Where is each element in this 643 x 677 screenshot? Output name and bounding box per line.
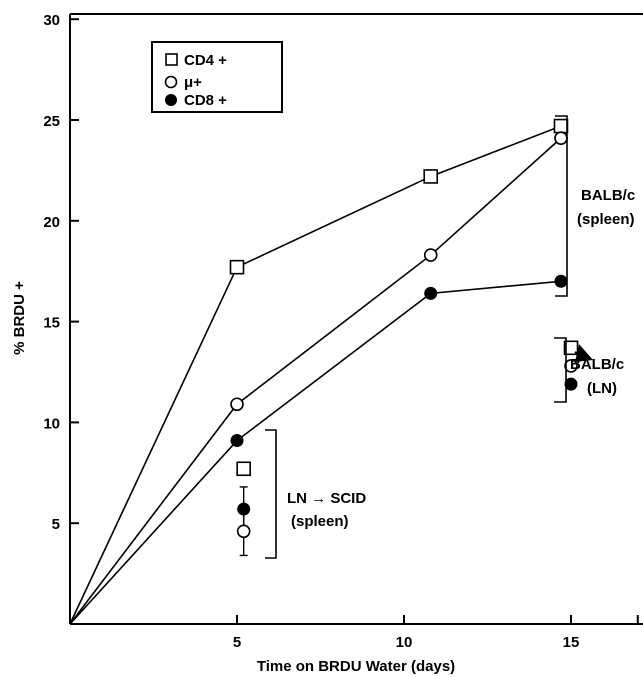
series-line-cd4 [69, 125, 562, 625]
legend-open-circle-icon [164, 75, 178, 89]
balbc-ln-label-line2: (LN) [587, 380, 617, 397]
balbc-ln-group: BALB/c (LN) [554, 337, 624, 403]
y-tick-label: 5 [52, 516, 60, 533]
balbc-ln-arrowhead-icon [575, 344, 593, 362]
group-markers [236, 340, 579, 557]
x-tick-label: 5 [233, 634, 241, 651]
legend-square-icon [165, 53, 178, 66]
balbc-spleen-label-line1: BALB/c [581, 187, 635, 204]
x-tick-label: 10 [396, 634, 413, 651]
data-point-cd4 [423, 169, 439, 184]
data-point-cd4 [553, 118, 569, 134]
group-point-cd4 [563, 340, 579, 356]
ln-scid-label-line1: LN → SCID [287, 490, 366, 507]
data-point-cd8 [554, 274, 568, 288]
legend: CD4 + μ+ CD8 + [151, 41, 283, 113]
x-axis-title: Time on BRDU Water (days) [257, 658, 455, 675]
data-point-mu [230, 397, 244, 412]
y-tick-label: 25 [43, 113, 60, 130]
series-lines [69, 125, 562, 625]
series-line-cd8 [69, 280, 562, 625]
y-tick-label: 15 [43, 315, 60, 332]
group-point-cd8 [564, 377, 578, 391]
legend-frame [151, 41, 283, 113]
y-tick-label: 10 [43, 415, 60, 432]
legend-label-cd4: CD4 + [184, 52, 227, 69]
data-point-cd8 [230, 434, 244, 448]
group-point-mu [236, 524, 251, 539]
series-line-mu [69, 137, 562, 625]
balbc-spleen-bracket [555, 115, 568, 297]
x-tick-label: 15 [563, 634, 580, 651]
legend-label-cd8: CD8 + [184, 92, 227, 109]
legend-filled-circle-icon [165, 94, 177, 106]
ln-scid-bracket [265, 429, 277, 559]
data-point-mu [423, 248, 438, 262]
data-point-cd8 [424, 286, 438, 300]
balbc-ln-bracket [554, 337, 567, 403]
y-ticks: 5 10 15 20 25 30 [43, 12, 79, 533]
y-tick-label: 30 [43, 12, 60, 29]
balbc-ln-label-line1: BALB/c [570, 356, 624, 373]
y-tick-label: 20 [43, 214, 60, 231]
y-axis-title: % BRDU + [11, 281, 28, 355]
group-point-cd4 [236, 461, 251, 477]
ln-scid-group: LN → SCID (spleen) [265, 429, 366, 559]
balbc-spleen-label-line2: (spleen) [577, 211, 635, 228]
series-markers [229, 118, 569, 448]
balbc-spleen-group: BALB/c (spleen) [555, 115, 635, 297]
legend-label-mu: μ+ [184, 74, 202, 91]
group-point-mu [564, 359, 578, 373]
data-point-mu [554, 131, 568, 145]
data-point-cd4 [229, 259, 245, 275]
x-ticks: 5 10 15 [233, 615, 639, 651]
ln-scid-label-line2: (spleen) [291, 513, 349, 530]
